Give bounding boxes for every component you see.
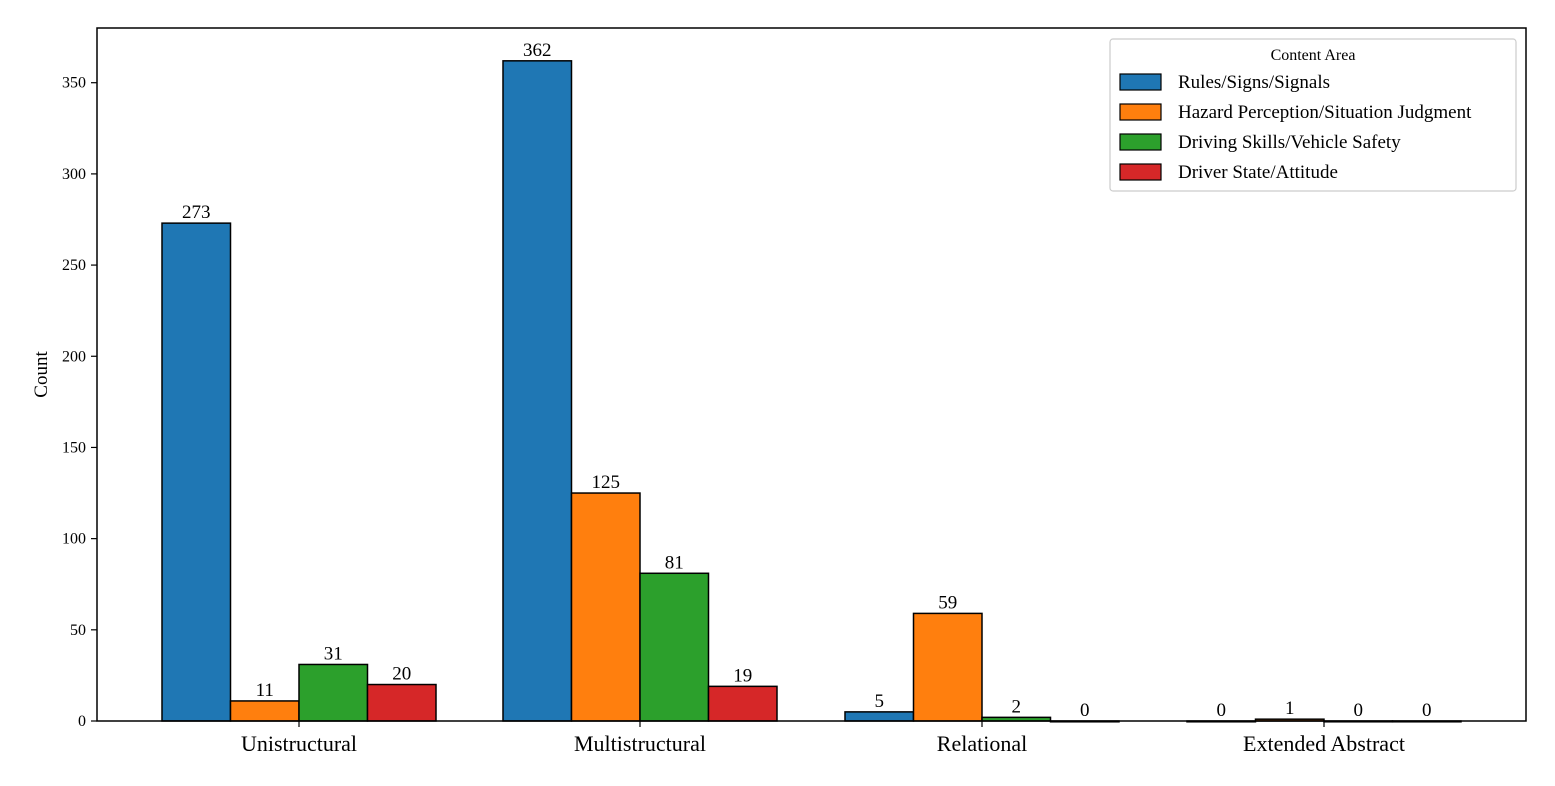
y-tick-label: 100 <box>62 531 86 548</box>
x-tick-label: Relational <box>937 731 1027 756</box>
bar-value-label: 81 <box>665 552 684 573</box>
legend-swatch <box>1119 163 1162 181</box>
y-tick-label: 250 <box>62 257 86 274</box>
bar <box>912 612 983 722</box>
bar <box>707 685 778 722</box>
bar-value-label: 11 <box>256 680 274 701</box>
bar-value-label: 273 <box>182 202 211 223</box>
x-tick-label: Extended Abstract <box>1243 731 1405 756</box>
y-axis: 0 50 100 150 200 250 300 350 <box>62 75 97 730</box>
y-axis-label: Count <box>31 351 52 398</box>
y-tick-label: 350 <box>62 75 86 92</box>
legend-swatch <box>1119 133 1162 151</box>
bar-value-label: 20 <box>392 664 411 685</box>
legend-swatch <box>1119 103 1162 121</box>
bar-value-label: 59 <box>938 592 957 613</box>
legend: Content Area Rules/Signs/Signals Hazard P… <box>1109 38 1517 192</box>
bar-value-label: 362 <box>523 40 552 61</box>
x-axis: Unistructural Multistructural Relational Ex… <box>241 721 1405 756</box>
bar-value-label: 2 <box>1012 696 1022 717</box>
bar <box>298 663 369 722</box>
y-tick-label: 150 <box>62 439 86 456</box>
legend-entry-label: Hazard Perception/Situation Judgment <box>1178 102 1472 123</box>
bar <box>639 572 710 722</box>
bar-value-label: 5 <box>875 691 885 712</box>
bar-value-label: 0 <box>1354 700 1364 721</box>
bar <box>229 700 300 722</box>
bar <box>161 222 232 722</box>
y-tick-label: 200 <box>62 348 86 365</box>
bar <box>502 60 573 722</box>
legend-entry-label: Driver State/Attitude <box>1178 162 1338 183</box>
bar-value-label: 31 <box>324 643 343 664</box>
bar-value-label: 19 <box>733 665 752 686</box>
bar <box>844 711 915 722</box>
bars-layer <box>161 60 1462 723</box>
x-tick-label: Unistructural <box>241 731 357 756</box>
bar-value-label: 125 <box>592 472 621 493</box>
legend-title: Content Area <box>1271 47 1356 64</box>
legend-items: Rules/Signs/Signals Hazard Perception/Sit… <box>1119 72 1472 183</box>
legend-entry-label: Driving Skills/Vehicle Safety <box>1178 132 1401 153</box>
bar-value-label: 0 <box>1080 700 1090 721</box>
legend-swatch <box>1119 73 1162 91</box>
bar <box>366 683 437 722</box>
plot-frame <box>96 27 1527 722</box>
x-tick-label: Multistructural <box>574 731 706 756</box>
y-tick-label: 50 <box>70 622 86 639</box>
y-tick-label: 300 <box>62 166 86 183</box>
bar-value-label: 1 <box>1285 698 1295 719</box>
legend-box <box>1109 38 1517 192</box>
legend-entry-label: Rules/Signs/Signals <box>1178 72 1330 93</box>
bar <box>570 492 641 722</box>
bar-value-label: 0 <box>1422 700 1432 721</box>
bar-value-label: 0 <box>1217 700 1227 721</box>
y-tick-label: 0 <box>78 713 86 730</box>
